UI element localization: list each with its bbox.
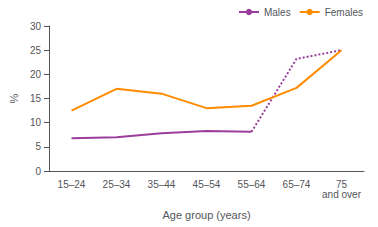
svg-text:45–54: 45–54	[193, 179, 221, 190]
svg-text:35–44: 35–44	[148, 179, 176, 190]
svg-text:25–34: 25–34	[103, 179, 131, 190]
svg-text:10: 10	[30, 117, 42, 128]
svg-text:0: 0	[35, 166, 41, 177]
svg-text:65–74: 65–74	[283, 179, 311, 190]
svg-text:30: 30	[30, 21, 42, 32]
svg-text:75: 75	[335, 178, 348, 190]
svg-text:Males: Males	[264, 7, 291, 18]
svg-text:15: 15	[30, 93, 42, 104]
svg-text:20: 20	[30, 69, 42, 80]
svg-text:55–64: 55–64	[238, 179, 266, 190]
svg-text:5: 5	[35, 141, 41, 152]
svg-text:%: %	[8, 93, 20, 103]
svg-text:and over: and over	[322, 189, 362, 200]
svg-text:15–24: 15–24	[58, 179, 86, 190]
svg-text:Females: Females	[325, 7, 363, 18]
svg-text:Age group (years): Age group (years)	[162, 209, 250, 221]
svg-text:25: 25	[30, 45, 42, 56]
